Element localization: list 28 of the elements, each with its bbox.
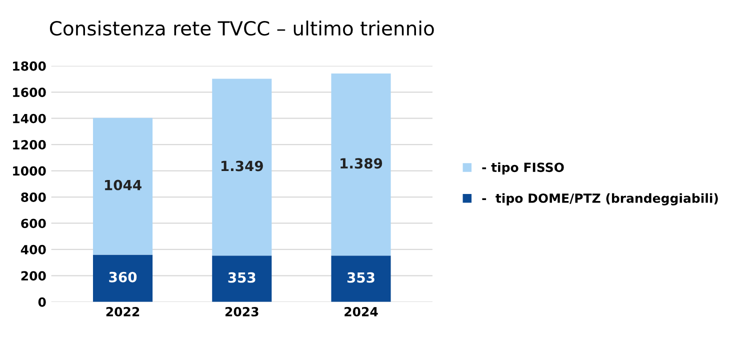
y-tick-label: 1200: [13, 140, 46, 150]
y-tick-label: 1600: [13, 88, 46, 98]
data-label: 360: [109, 272, 137, 282]
y-tick-label: 200: [21, 271, 46, 281]
data-label: 1.349: [221, 160, 263, 172]
data-label: 1044: [105, 180, 142, 190]
legend-label: - tipo FISSO: [482, 162, 564, 174]
bar: [93, 254, 153, 302]
y-tick-label: 1800: [13, 61, 46, 71]
y-tick-label: 600: [21, 218, 46, 228]
bar: [93, 118, 153, 255]
y-tick-label: 0: [38, 297, 46, 307]
data-label: 353: [347, 272, 374, 283]
bar: [212, 256, 272, 302]
x-tick-label: 2022: [106, 306, 140, 316]
y-tick-label: 800: [21, 192, 46, 202]
x-tick-label: 2024: [344, 306, 378, 316]
data-label: 353: [228, 272, 256, 283]
bar: [331, 74, 391, 256]
bar: [331, 256, 391, 302]
x-tick-label: 2023: [225, 306, 258, 316]
y-tick-label: 400: [20, 244, 46, 254]
legend-label: - tipo DOME/PTZ (brandeggiabili): [482, 193, 718, 206]
y-tick-label: 1400: [13, 114, 46, 124]
y-tick-label: 1000: [13, 166, 46, 176]
data-label: 1.389: [340, 158, 382, 169]
bar: [212, 78, 272, 256]
chart-title: Consistenza rete TVCC – ultimo triennio: [50, 20, 434, 36]
